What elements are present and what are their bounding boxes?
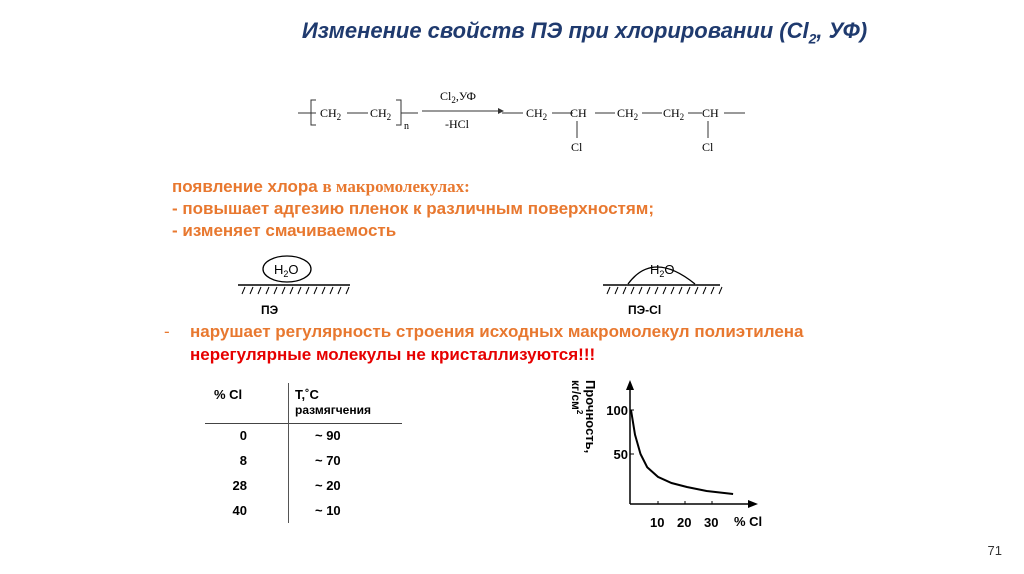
table-cell: ~ 10: [315, 503, 341, 518]
repeat-index: n: [404, 121, 409, 132]
hatch-mark: [702, 286, 707, 295]
table-cell: ~ 20: [315, 478, 341, 493]
hatch-mark: [622, 286, 627, 295]
regularity-text: нарушает регулярность строения исходных …: [190, 322, 804, 341]
hatch-mark: [662, 286, 667, 295]
hatch-mark: [694, 286, 699, 295]
hatch-mark: [646, 286, 651, 295]
hatch-mark: [614, 286, 619, 295]
arrow-icon: [498, 108, 504, 114]
x-axis-label: % Cl: [734, 514, 762, 529]
reactant-unit-1: CH2: [320, 106, 341, 122]
series-line: [630, 409, 734, 495]
x-tick-label: 30: [704, 515, 718, 530]
strength-chart: Прочность, кг/см2 % Cl 10 20 30 50 100: [569, 380, 762, 530]
wetting-diagram-pe: H2O ПЭ: [238, 255, 350, 317]
page-title: Изменение свойств ПЭ при хлорировании (C…: [301, 18, 868, 47]
hatch-mark: [265, 286, 270, 295]
hatch-mark: [638, 286, 643, 295]
table-header: % Cl: [214, 387, 243, 402]
hatch-mark: [654, 286, 659, 295]
effect-item: - изменяет смачиваемость: [172, 221, 397, 240]
effect-item: - повышает адгезию пленок к различным по…: [172, 199, 655, 218]
hatch-mark: [686, 286, 691, 295]
hatch-mark: [345, 286, 350, 295]
product-ch: CH: [570, 106, 587, 120]
table-header: T,˚C: [295, 387, 319, 402]
hatch-mark: [329, 286, 334, 295]
table-cell: 8: [239, 453, 247, 468]
table-cell: ~ 70: [315, 453, 341, 468]
hatch-mark: [257, 286, 262, 295]
reactant-unit-2: CH2: [370, 106, 391, 122]
hatch-mark: [630, 286, 635, 295]
table-cell: 28: [232, 478, 247, 493]
hatch-mark: [289, 286, 294, 295]
product-ch: CH: [702, 106, 719, 120]
wetting-diagram-pe-cl: H2O ПЭ-Cl: [603, 262, 723, 317]
y-tick-label: 50: [614, 447, 628, 462]
hatch-mark: [321, 286, 326, 295]
y-axis-label: Прочность,: [583, 380, 598, 453]
hatch-mark: [297, 286, 302, 295]
product-ch2: CH2: [526, 106, 547, 122]
x-tick-label: 10: [650, 515, 664, 530]
y-axis-unit: кг/см2: [569, 380, 584, 415]
y-axis-arrow-icon: [626, 380, 634, 390]
surface-label: ПЭ-Cl: [628, 303, 661, 317]
hatch-mark: [337, 286, 342, 295]
hatch-mark: [670, 286, 675, 295]
water-drop-icon: [627, 266, 696, 285]
substituent-cl: Cl: [702, 140, 714, 154]
table-cell: ~ 90: [315, 428, 341, 443]
x-axis-arrow-icon: [748, 500, 758, 508]
reagent-bottom: -HCl: [445, 117, 470, 131]
product-ch2: CH2: [663, 106, 684, 122]
page-number: 71: [987, 543, 1002, 558]
svg-text:H2O: H2O: [650, 262, 675, 279]
hatch-mark: [606, 286, 611, 295]
reaction-scheme: CH2 CH2 n Cl2,УФ -HCl CH2 CH CH2 CH2 CH …: [298, 89, 745, 154]
hatch-mark: [710, 286, 715, 295]
table-cell: 40: [232, 503, 247, 518]
effects-heading: появление хлора в макромолекулах:: [172, 177, 470, 196]
table-cell: 0: [239, 428, 247, 443]
hatch-mark: [305, 286, 310, 295]
hatch-mark: [718, 286, 723, 295]
x-tick-label: 20: [677, 515, 691, 530]
hatch-mark: [281, 286, 286, 295]
bullet: -: [164, 322, 170, 341]
reagent-top: Cl2,УФ: [440, 89, 476, 105]
surface-label: ПЭ: [261, 303, 279, 317]
hatch-mark: [313, 286, 318, 295]
product-ch2: CH2: [617, 106, 638, 122]
water-drop-icon: [262, 255, 312, 283]
hatch-mark: [241, 286, 246, 295]
hatch-mark: [678, 286, 683, 295]
regularity-conclusion: нерегулярные молекулы не кристаллизуются…: [190, 345, 596, 364]
softening-table: % Cl T,˚C размягчения 0 ~ 90 8 ~ 70 28 ~…: [205, 380, 405, 525]
hatch-mark: [249, 286, 254, 295]
table-header: размягчения: [295, 403, 371, 417]
hatch-mark: [273, 286, 278, 295]
substituent-cl: Cl: [571, 140, 583, 154]
svg-text:H2O: H2O: [274, 262, 299, 279]
y-tick-label: 100: [606, 403, 628, 418]
